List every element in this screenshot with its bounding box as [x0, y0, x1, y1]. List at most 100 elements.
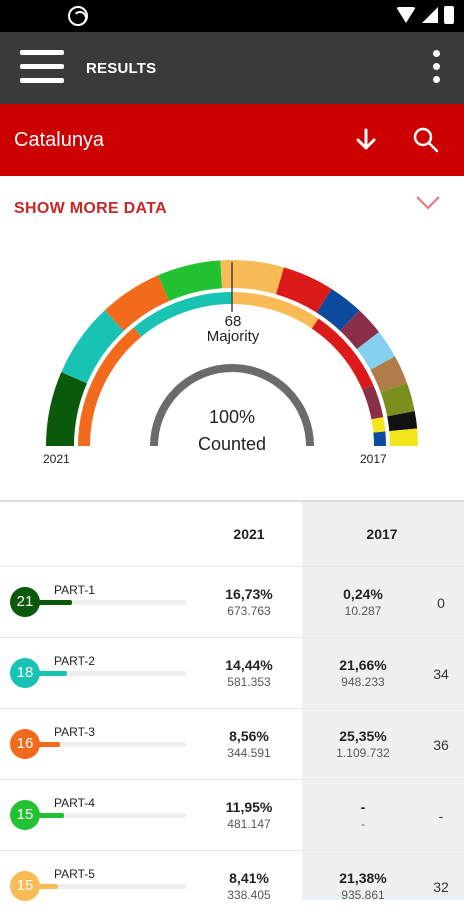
votes-2017: 10.287: [344, 604, 382, 618]
counted-arc: [150, 364, 314, 447]
chevron-down-icon[interactable]: [414, 194, 442, 212]
inner-seat-segment: [373, 431, 386, 447]
header-2017: 2017: [366, 526, 398, 542]
outer-seat-segment: [370, 356, 408, 393]
seat-count-badge: 15: [10, 800, 40, 830]
party-name: PART-1: [54, 583, 95, 597]
seat-count-badge: 18: [10, 658, 40, 688]
result-2021: 14,44% 581.353: [196, 657, 302, 689]
party-name: PART-2: [54, 654, 95, 668]
votes-2017: 1.109.732: [336, 746, 390, 760]
result-2021: 8,56% 344.591: [196, 728, 302, 760]
result-2021: 11,95% 481.147: [196, 799, 302, 831]
majority-text: Majority: [206, 328, 260, 345]
app-bar: RESULTS: [0, 32, 464, 104]
percent-2017: 21,66%: [339, 657, 387, 673]
percent-2021: 14,44%: [225, 657, 273, 673]
seats-2017: 32: [433, 879, 449, 895]
table-body: 21 PART-1 16,73% 673.763 0,24% 10.287 0 18 PART-…: [0, 566, 464, 921]
wifi-icon: [396, 7, 416, 23]
show-more-data-label[interactable]: SHOW MORE DATA: [14, 200, 167, 217]
votes-2017: 935.861: [341, 888, 385, 902]
seat-count-badge: 16: [10, 729, 40, 759]
signal-icon: [422, 7, 438, 23]
inner-seat-segment: [362, 384, 384, 420]
counted-text: Counted: [197, 434, 267, 454]
seats-2017: -: [438, 808, 444, 824]
votes-2021: 344.591: [227, 746, 271, 760]
outer-seat-segment: [61, 310, 125, 384]
vote-share-bar-fill: [36, 884, 58, 889]
result-2021: 8,41% 338.405: [196, 870, 302, 902]
inner-seat-segment: [133, 292, 233, 337]
votes-2021: 338.405: [227, 888, 271, 902]
results-table: 2021 2017 21 PART-1 16,73% 673.763 0,24% 10.2…: [0, 502, 464, 921]
result-2017: 21,66% 948.233: [302, 657, 424, 689]
outer-seat-segment: [316, 288, 360, 332]
seats-2017: 36: [433, 737, 449, 753]
votes-2021: 481.147: [227, 817, 271, 831]
overflow-menu-icon[interactable]: [430, 50, 442, 86]
outer-seat-segment: [380, 382, 415, 417]
vote-share-bar-fill: [36, 742, 60, 747]
percent-2021: 8,41%: [229, 870, 269, 886]
vote-share-bar: [36, 671, 186, 676]
table-row[interactable]: 15 PART-4 11,95% 481.147- - -: [0, 779, 464, 850]
counted-label: 100% Counted: [170, 404, 294, 458]
seats-2017: 0: [437, 595, 445, 611]
seat-count-badge: 21: [10, 587, 40, 617]
seat-gauge: [0, 240, 464, 500]
percent-2017: 21,38%: [339, 870, 387, 886]
outer-seat-segment: [220, 260, 284, 295]
inner-seat-segment: [231, 292, 319, 329]
vote-share-bar-fill: [36, 671, 67, 676]
search-icon[interactable]: [412, 126, 440, 154]
vote-share-bar: [36, 742, 186, 747]
app-title: RESULTS: [86, 60, 157, 77]
result-2017: --: [302, 799, 424, 831]
table-row[interactable]: 21 PART-1 16,73% 673.763 0,24% 10.287 0: [0, 566, 464, 637]
menu-icon[interactable]: [20, 50, 64, 86]
votes-2021: 581.353: [227, 675, 271, 689]
vote-share-bar: [36, 600, 186, 605]
counted-percent: 100%: [208, 407, 256, 427]
party-name: PART-3: [54, 725, 95, 739]
download-icon[interactable]: [352, 126, 380, 154]
table-row[interactable]: 18 PART-2 14,44% 581.353 21,66% 948.233 34: [0, 637, 464, 708]
divider: [0, 500, 464, 502]
header-2021: 2021: [233, 526, 265, 542]
party-name: PART-4: [54, 796, 95, 810]
percent-2021: 16,73%: [225, 586, 273, 602]
status-icons: [396, 6, 454, 24]
result-2017: 0,24% 10.287: [302, 586, 424, 618]
show-more-data-row[interactable]: SHOW MORE DATA: [0, 176, 464, 240]
inner-seat-segment: [311, 318, 374, 390]
outer-seat-segment: [339, 310, 379, 350]
region-title: Catalunya: [14, 129, 105, 151]
vote-share-bar-fill: [36, 813, 64, 818]
percent-2017: 0,24%: [343, 586, 383, 602]
votes-2017: -: [361, 817, 365, 831]
majority-seats: 68: [224, 313, 242, 330]
region-bar: Catalunya: [0, 104, 464, 176]
outer-seat-segment: [389, 428, 418, 447]
percent-2017: -: [360, 799, 366, 815]
table-row[interactable]: 16 PART-3 8,56% 344.591 25,35% 1.109.732 36: [0, 708, 464, 779]
seats-2017: 34: [433, 666, 449, 682]
outer-seat-segment: [46, 372, 88, 447]
table-header: 2021 2017: [0, 502, 464, 566]
gauge-year-2021: 2021: [43, 452, 70, 466]
inner-seat-segment: [371, 417, 386, 433]
vote-share-bar: [36, 813, 186, 818]
result-2017: 25,35% 1.109.732: [302, 728, 424, 760]
party-name: PART-5: [54, 867, 95, 881]
percent-2017: 25,35%: [339, 728, 387, 744]
outer-seat-segment: [387, 411, 418, 432]
do-not-disturb-icon: [68, 6, 88, 26]
vote-share-bar: [36, 884, 186, 889]
gauge-year-2017: 2017: [360, 452, 387, 466]
majority-label: 68 Majority: [200, 314, 266, 344]
seat-gauge-svg: [46, 260, 418, 447]
table-row[interactable]: 15 PART-5 8,41% 338.405 21,38% 935.861 32: [0, 850, 464, 921]
outer-seat-segment: [356, 332, 395, 371]
